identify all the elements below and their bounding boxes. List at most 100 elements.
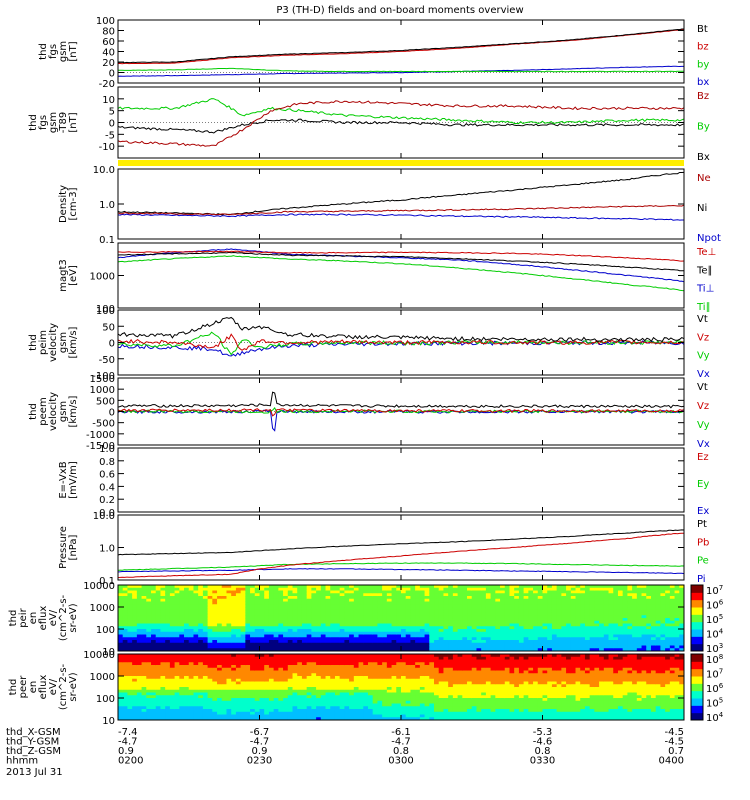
spectrogram-cell: [514, 598, 520, 602]
spectrogram-cell: [448, 698, 454, 702]
spectrogram-cell: [566, 623, 572, 627]
spectrogram-cell: [353, 596, 360, 600]
spectrogram-cell: [386, 656, 393, 660]
spectrogram-cell: [452, 587, 459, 591]
spectrogram-cell: [349, 687, 355, 691]
spectrogram-cell: [396, 587, 402, 591]
spectrogram-cell: [136, 593, 143, 597]
spectrogram-cell: [334, 714, 341, 718]
spectrogram-cell: [259, 684, 265, 688]
spectrogram-cell: [292, 706, 298, 710]
spectrogram-cell: [122, 634, 128, 638]
spectrogram-cell: [334, 615, 341, 619]
spectrogram-cell: [594, 648, 600, 652]
spectrogram-cell: [547, 629, 553, 633]
spectrogram-cell: [490, 634, 496, 638]
spectrogram-cell: [504, 596, 510, 600]
spectrogram-cell: [268, 593, 275, 597]
spectrogram-cell: [537, 631, 543, 635]
spectrogram-cell: [547, 620, 553, 624]
spectrogram-cell: [283, 678, 289, 682]
spectrogram-cell: [339, 665, 345, 669]
spectrogram-cell: [334, 637, 341, 641]
spectrogram-cell: [174, 615, 180, 619]
spectrogram-cell: [250, 695, 256, 699]
spectrogram-cell: [127, 634, 133, 638]
spectrogram-cell: [599, 615, 605, 619]
spectrogram-cell: [669, 601, 676, 605]
spectrogram-cell: [429, 587, 435, 591]
spectrogram-cell: [198, 634, 204, 638]
spectrogram-cell: [405, 681, 411, 685]
spectrogram-cell: [198, 596, 204, 600]
spectrogram-cell: [537, 598, 543, 602]
spectrogram-cell: [429, 659, 435, 663]
spectrogram-cell: [452, 689, 459, 693]
spectrogram-cell: [264, 689, 270, 693]
spectrogram-cell: [580, 626, 586, 630]
spectrogram-cell: [316, 681, 322, 685]
spectrogram-cell: [207, 634, 213, 638]
spectrogram-cell: [240, 711, 246, 715]
spectrogram-cell: [146, 678, 152, 682]
y-axis-label: [cm-3]: [68, 187, 79, 220]
spectrogram-cell: [443, 601, 449, 605]
legend-entry: Vx: [697, 369, 710, 380]
spectrogram-cell: [226, 609, 232, 613]
spectrogram-cell: [231, 607, 237, 611]
spectrogram-cell: [415, 667, 421, 671]
spectrogram-cell: [471, 585, 477, 589]
spectrogram-cell: [254, 637, 260, 641]
spectrogram-cell: [551, 634, 558, 638]
spectrogram-cell: [377, 587, 383, 591]
spectrogram-cell: [212, 640, 218, 644]
spectrogram-cell: [405, 604, 411, 608]
spectrogram-cell: [127, 604, 133, 608]
spectrogram-cell: [646, 598, 652, 602]
spectrogram-cell: [518, 618, 525, 622]
spectrogram-cell: [424, 714, 430, 718]
spectrogram-cell: [386, 648, 393, 652]
spectrogram-cell: [127, 642, 133, 646]
spectrogram-cell: [353, 612, 360, 616]
spectrogram-cell: [528, 612, 534, 616]
spectrogram-cell: [551, 618, 558, 622]
spectrogram-cell: [264, 695, 270, 699]
spectrogram-cell: [603, 598, 610, 602]
spectrogram-cell: [132, 645, 138, 649]
spectrogram-cell: [193, 612, 199, 616]
spectrogram-cell: [202, 623, 209, 627]
spectrogram-cell: [405, 654, 411, 658]
spectrogram-cell: [273, 673, 279, 677]
spectrogram-cell: [443, 656, 449, 660]
spectrogram-cell: [632, 640, 638, 644]
colorbar-segment: [691, 585, 703, 593]
spectrogram-cell: [165, 645, 171, 649]
spectrogram-cell: [523, 640, 529, 644]
spectrogram-cell: [353, 626, 360, 630]
spectrogram-cell: [410, 640, 416, 644]
spectrogram-cell: [202, 681, 209, 685]
spectrogram-cell: [155, 689, 161, 693]
spectrogram-cell: [382, 593, 388, 597]
spectrogram-cell: [405, 689, 411, 693]
spectrogram-cell: [278, 607, 284, 611]
spectrogram-cell: [584, 601, 591, 605]
spectrogram-cell: [452, 585, 459, 589]
spectrogram-cell: [226, 642, 232, 646]
spectrogram-cell: [188, 604, 194, 608]
spectrogram-cell: [118, 711, 124, 715]
spectrogram-cell: [283, 670, 289, 674]
spectrogram-cell: [235, 717, 242, 721]
spectrogram-cell: [141, 689, 147, 693]
spectrogram-cell: [245, 637, 251, 641]
spectrogram-cell: [367, 645, 374, 649]
spectrogram-cell: [231, 684, 237, 688]
spectrogram-cell: [334, 676, 341, 680]
spectrogram-cell: [372, 623, 378, 627]
spectrogram-cell: [235, 681, 242, 685]
spectrogram-cell: [674, 612, 680, 616]
spectrogram-cell: [287, 659, 294, 663]
spectrogram-cell: [396, 609, 402, 613]
spectrogram-cell: [320, 695, 327, 699]
